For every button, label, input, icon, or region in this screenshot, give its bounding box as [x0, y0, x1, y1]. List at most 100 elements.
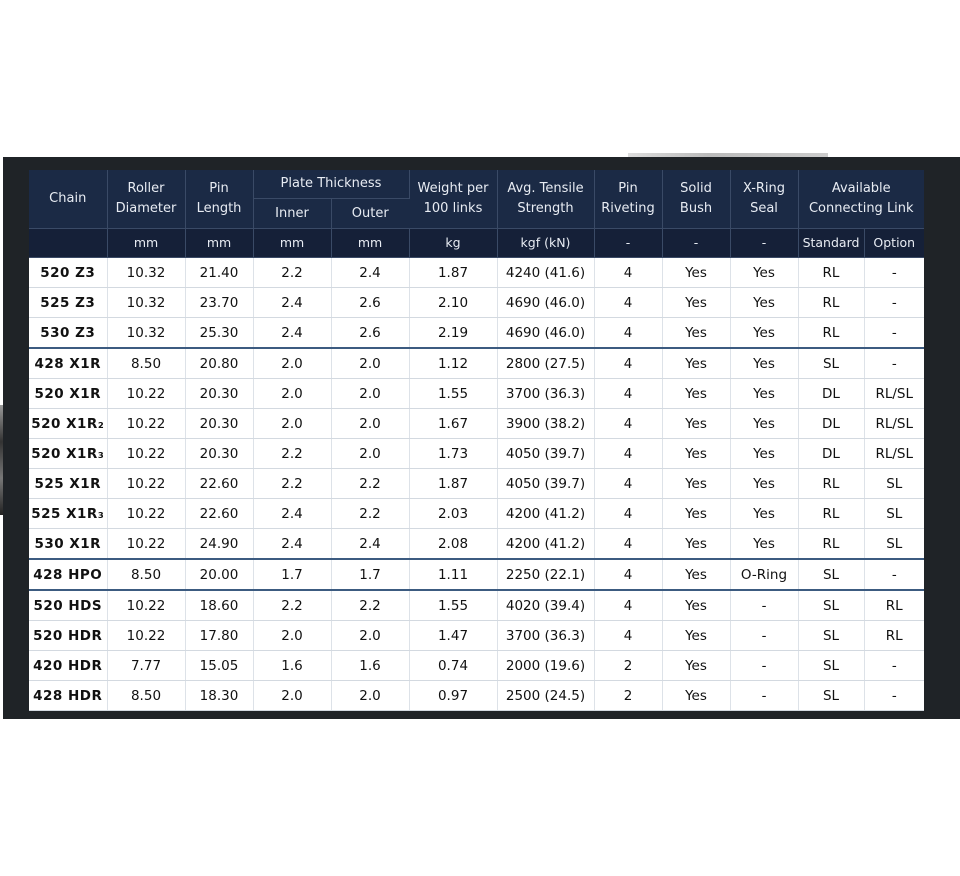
- table-row: 525 Z3 10.32 23.70 2.4 2.6 2.10 4690 (46.0) 4 Ye…: [29, 287, 925, 318]
- solid-bush-cell: Yes: [662, 468, 731, 499]
- seal-cell: -: [730, 650, 799, 681]
- seal-cell: O-Ring: [730, 558, 799, 591]
- seal-cell: -: [730, 680, 799, 711]
- pin-riveting-cell: 4: [594, 257, 663, 288]
- inner-plate-cell: 2.0: [253, 680, 332, 711]
- option-link-cell: RL/SL: [864, 438, 925, 469]
- outer-plate-cell: 2.0: [331, 620, 410, 651]
- chain-cell: 525 Z3: [29, 287, 108, 318]
- solid-bush-cell: Yes: [662, 408, 731, 439]
- pin-length-cell: 22.60: [185, 468, 254, 499]
- unit-cell: -: [594, 228, 663, 258]
- inner-plate-cell: 2.4: [253, 498, 332, 529]
- seal-cell: Yes: [730, 528, 799, 560]
- seal-cell: Yes: [730, 468, 799, 499]
- unit-chain: [29, 228, 108, 258]
- unit-cell: kgf (kN): [497, 228, 595, 258]
- option-link-cell: -: [864, 650, 925, 681]
- unit-cell: Standard: [798, 228, 865, 258]
- pin-length-cell: 18.60: [185, 589, 254, 621]
- pin-riveting-cell: 4: [594, 468, 663, 499]
- chain-cell: 428 X1R: [29, 347, 108, 379]
- pin-length-cell: 24.90: [185, 528, 254, 560]
- header-plate-thickness: Plate Thickness: [253, 170, 410, 199]
- table-row: 525 X1R 10.22 22.60 2.2 2.2 1.87 4050 (39.7) 4 Y…: [29, 468, 925, 499]
- weight-cell: 1.67: [409, 408, 498, 439]
- outer-plate-cell: 2.6: [331, 317, 410, 349]
- inner-plate-cell: 2.2: [253, 468, 332, 499]
- unit-cell: -: [730, 228, 799, 258]
- chain-cell: 520 HDS: [29, 589, 108, 621]
- background-photo-edge: [0, 405, 3, 515]
- unit-cell: Option: [864, 228, 925, 258]
- tensile-strength-cell: 3700 (36.3): [497, 378, 595, 409]
- pin-length-cell: 17.80: [185, 620, 254, 651]
- table-row: 520 X1R 10.22 20.30 2.0 2.0 1.55 3700 (36.3) 4 Y…: [29, 378, 925, 409]
- solid-bush-cell: Yes: [662, 498, 731, 529]
- chain-spec-table: Chain Roller Diameter Pin Length Plate Thi…: [29, 170, 925, 711]
- tensile-strength-cell: 4050 (39.7): [497, 468, 595, 499]
- tensile-strength-cell: 4240 (41.6): [497, 257, 595, 288]
- table-row: 520 HDS 10.22 18.60 2.2 2.2 1.55 4020 (39.4) 4 Y…: [29, 589, 925, 621]
- inner-plate-cell: 2.0: [253, 378, 332, 409]
- standard-link-cell: RL: [798, 468, 865, 499]
- weight-cell: 1.47: [409, 620, 498, 651]
- pin-riveting-cell: 4: [594, 317, 663, 349]
- standard-link-cell: SL: [798, 620, 865, 651]
- inner-plate-cell: 1.7: [253, 558, 332, 591]
- roller-diameter-cell: 10.22: [107, 528, 186, 560]
- pin-length-cell: 25.30: [185, 317, 254, 349]
- solid-bush-cell: Yes: [662, 528, 731, 560]
- header-tensile: Avg. Tensile Strength: [497, 170, 595, 229]
- inner-plate-cell: 2.0: [253, 408, 332, 439]
- chain-cell: 525 X1R₃: [29, 498, 108, 529]
- inner-plate-cell: 1.6: [253, 650, 332, 681]
- pin-riveting-cell: 4: [594, 408, 663, 439]
- roller-diameter-cell: 8.50: [107, 347, 186, 379]
- pin-length-cell: 23.70: [185, 287, 254, 318]
- pin-riveting-cell: 2: [594, 650, 663, 681]
- option-link-cell: -: [864, 257, 925, 288]
- roller-diameter-cell: 10.32: [107, 257, 186, 288]
- weight-cell: 1.87: [409, 257, 498, 288]
- table-row: 530 Z3 10.32 25.30 2.4 2.6 2.19 4690 (46.0) 4 Ye…: [29, 317, 925, 349]
- solid-bush-cell: Yes: [662, 680, 731, 711]
- weight-cell: 1.55: [409, 378, 498, 409]
- table-row: 420 HDR 7.77 15.05 1.6 1.6 0.74 2000 (19.6) 2 Ye…: [29, 650, 925, 681]
- table-row: 428 HDR 8.50 18.30 2.0 2.0 0.97 2500 (24.5) 2 Ye…: [29, 680, 925, 711]
- weight-cell: 1.73: [409, 438, 498, 469]
- outer-plate-cell: 2.0: [331, 347, 410, 379]
- roller-diameter-cell: 8.50: [107, 558, 186, 591]
- seal-cell: Yes: [730, 498, 799, 529]
- roller-diameter-cell: 10.32: [107, 287, 186, 318]
- header-outer: Outer: [331, 198, 409, 229]
- table-row: 520 HDR 10.22 17.80 2.0 2.0 1.47 3700 (36.3) 4 Y…: [29, 620, 925, 651]
- inner-plate-cell: 2.2: [253, 257, 332, 288]
- unit-cell: mm: [185, 228, 254, 258]
- seal-cell: Yes: [730, 257, 799, 288]
- roller-diameter-cell: 10.22: [107, 468, 186, 499]
- header-roller-diameter: Roller Diameter: [107, 170, 186, 229]
- standard-link-cell: RL: [798, 528, 865, 560]
- tensile-strength-cell: 4020 (39.4): [497, 589, 595, 621]
- solid-bush-cell: Yes: [662, 378, 731, 409]
- pin-length-cell: 20.00: [185, 558, 254, 591]
- weight-cell: 2.08: [409, 528, 498, 560]
- chain-cell: 520 HDR: [29, 620, 108, 651]
- pin-riveting-cell: 4: [594, 558, 663, 591]
- solid-bush-cell: Yes: [662, 317, 731, 349]
- unit-cell: -: [662, 228, 731, 258]
- header-xring-seal: X-Ring Seal: [730, 170, 799, 229]
- chain-cell: 530 Z3: [29, 317, 108, 349]
- roller-diameter-cell: 10.22: [107, 408, 186, 439]
- unit-cell: kg: [409, 228, 498, 258]
- pin-length-cell: 21.40: [185, 257, 254, 288]
- inner-plate-cell: 2.4: [253, 287, 332, 318]
- tensile-strength-cell: 2500 (24.5): [497, 680, 595, 711]
- standard-link-cell: DL: [798, 408, 865, 439]
- option-link-cell: -: [864, 347, 925, 379]
- roller-diameter-cell: 10.22: [107, 438, 186, 469]
- roller-diameter-cell: 10.22: [107, 620, 186, 651]
- weight-cell: 1.11: [409, 558, 498, 591]
- option-link-cell: -: [864, 680, 925, 711]
